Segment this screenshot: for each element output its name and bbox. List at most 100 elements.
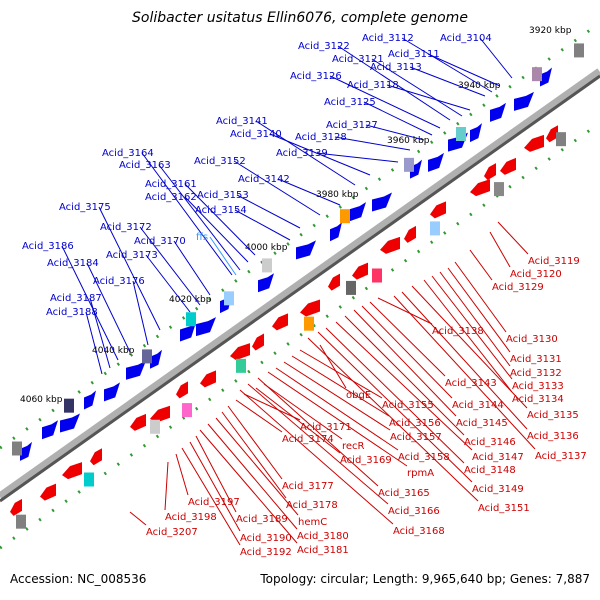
reverse-gene-label[interactable]: Acid_3120 (510, 269, 562, 280)
topology-text: Topology: circular; Length: 9,965,640 bp… (260, 572, 590, 586)
reverse-gene-label[interactable]: Acid_3135 (527, 410, 579, 421)
forward-leader-line (334, 136, 411, 151)
reverse-gene-label[interactable]: Acid_3189 (236, 514, 288, 525)
reverse-gene-arrow (430, 201, 446, 219)
forward-leader-line (386, 84, 471, 111)
reverse-leader-line (469, 249, 493, 281)
forward-gene-label[interactable]: Acid_3162 (145, 192, 197, 203)
forward-gene-label[interactable]: Acid_3153 (197, 190, 249, 201)
forward-gene-label[interactable]: Acid_3140 (230, 129, 282, 140)
reverse-gene-label[interactable]: Acid_3144 (452, 400, 504, 411)
reverse-gene-label[interactable]: Acid_3157 (390, 432, 442, 443)
gene-box (404, 157, 414, 172)
forward-gene-label[interactable]: Acid_3164 (102, 148, 154, 159)
reverse-gene-label[interactable]: Acid_3130 (506, 334, 558, 345)
forward-gene-label[interactable]: Acid_3172 (100, 222, 152, 233)
forward-gene-label[interactable]: Acid_3118 (347, 80, 399, 91)
reverse-gene-label[interactable]: Acid_3169 (340, 455, 392, 466)
reverse-gene-label[interactable]: Acid_3192 (240, 547, 292, 558)
forward-gene-label[interactable]: Acid_3121 (332, 54, 384, 65)
forward-leader-line (409, 66, 486, 97)
forward-gene-label[interactable]: Acid_3104 (440, 33, 492, 44)
forward-gene-label[interactable]: Acid_3170 (134, 236, 186, 247)
reverse-gene-label[interactable]: Acid_3197 (188, 497, 240, 508)
gene-box (262, 258, 272, 273)
gene-box (340, 209, 350, 224)
forward-leader-line (315, 152, 399, 163)
reverse-gene-label[interactable]: Acid_3165 (378, 488, 430, 499)
reverse-gene-label[interactable]: Acid_3168 (393, 526, 445, 537)
reverse-gene-label[interactable]: Acid_3134 (512, 394, 564, 405)
reverse-gene-label[interactable]: Acid_3198 (165, 512, 217, 523)
forward-gene-label[interactable]: Acid_3113 (370, 62, 422, 73)
forward-gene-label[interactable]: Acid_3187 (50, 293, 102, 304)
forward-gene-arrow (104, 382, 120, 402)
forward-gene-label[interactable]: Acid_3128 (295, 132, 347, 143)
reverse-gene-label[interactable]: Acid_3129 (492, 282, 544, 293)
reverse-gene-label[interactable]: Acid_3190 (240, 533, 292, 544)
forward-gene-label[interactable]: Acid_3111 (388, 49, 440, 60)
kbp-tick-label: 4000 kbp (245, 243, 288, 253)
reverse-gene-label[interactable]: Acid_3158 (398, 452, 450, 463)
forward-gene-label[interactable]: Acid_3125 (324, 97, 376, 108)
reverse-gene-label[interactable]: obgE (346, 390, 371, 401)
forward-gene-label[interactable]: Acid_3112 (362, 33, 414, 44)
forward-gene-label[interactable]: Acid_3127 (326, 120, 378, 131)
reverse-gene-label[interactable]: Acid_3132 (510, 368, 562, 379)
reverse-gene-label[interactable]: Acid_3137 (535, 451, 587, 462)
kbp-tick-label: 3960 kbp (387, 136, 430, 146)
reverse-gene-label[interactable]: Acid_3207 (146, 527, 198, 538)
kbp-tick-label: 3980 kbp (316, 190, 359, 200)
reverse-gene-label[interactable]: Acid_3131 (510, 354, 562, 365)
gene-box (556, 132, 566, 147)
reverse-gene-label[interactable]: Acid_3136 (527, 431, 579, 442)
forward-gene-arrow (296, 240, 316, 260)
forward-gene-arrow (428, 152, 444, 172)
reverse-gene-label[interactable]: Acid_3166 (388, 506, 440, 517)
reverse-gene-label[interactable]: recR (342, 441, 365, 452)
forward-gene-label[interactable]: Acid_3141 (216, 116, 268, 127)
gene-box (186, 312, 196, 327)
reverse-gene-label[interactable]: hemC (298, 517, 327, 528)
forward-gene-label[interactable]: Acid_3142 (238, 174, 290, 185)
reverse-gene-arrow (200, 370, 216, 388)
forward-gene-label[interactable]: Acid_3184 (47, 258, 99, 269)
reverse-gene-label[interactable]: Acid_3156 (389, 418, 441, 429)
forward-gene-label[interactable]: Acid_3173 (106, 250, 158, 261)
rna-gene-label[interactable]: ffs (196, 232, 208, 243)
reverse-gene-label[interactable]: Acid_3143 (445, 378, 497, 389)
reverse-gene-label[interactable]: Acid_3149 (472, 484, 524, 495)
forward-gene-label[interactable]: Acid_3175 (59, 202, 111, 213)
reverse-leader-line (369, 301, 446, 377)
reverse-gene-label[interactable]: Acid_3178 (286, 500, 338, 511)
reverse-gene-label[interactable]: rpmA (407, 468, 434, 479)
reverse-gene-label[interactable]: Acid_3119 (528, 256, 580, 267)
kbp-tick-label: 4060 kbp (20, 395, 63, 405)
reverse-gene-label[interactable]: Acid_3155 (382, 400, 434, 411)
reverse-gene-label[interactable]: Acid_3148 (464, 465, 516, 476)
forward-gene-label[interactable]: Acid_3154 (195, 205, 247, 216)
forward-gene-label[interactable]: Acid_3139 (276, 148, 328, 159)
forward-gene-label[interactable]: Acid_3122 (298, 41, 350, 52)
reverse-gene-label[interactable]: Acid_3151 (478, 503, 530, 514)
reverse-gene-label[interactable]: Acid_3145 (456, 418, 508, 429)
forward-gene-label[interactable]: Acid_3186 (22, 241, 74, 252)
forward-gene-label[interactable]: Acid_3161 (145, 179, 197, 190)
reverse-gene-label[interactable]: Acid_3181 (297, 545, 349, 556)
forward-leader-line (234, 209, 291, 241)
forward-gene-label[interactable]: Acid_3152 (194, 156, 246, 167)
reverse-gene-label[interactable]: Acid_3138 (432, 326, 484, 337)
reverse-gene-label[interactable]: Acid_3177 (282, 481, 334, 492)
forward-gene-label[interactable]: Acid_3176 (93, 276, 145, 287)
forward-leader-line (277, 178, 341, 206)
reverse-gene-label[interactable]: Acid_3147 (472, 452, 524, 463)
reverse-gene-label[interactable]: Acid_3174 (282, 434, 334, 445)
reverse-gene-label[interactable]: Acid_3180 (297, 531, 349, 542)
forward-gene-label[interactable]: Acid_3188 (46, 307, 98, 318)
reverse-gene-label[interactable]: Acid_3133 (512, 381, 564, 392)
reverse-gene-label[interactable]: Acid_3146 (464, 437, 516, 448)
reverse-gene-label[interactable]: Acid_3171 (300, 422, 352, 433)
reverse-leader-line (189, 441, 241, 532)
forward-gene-label[interactable]: Acid_3126 (290, 71, 342, 82)
forward-gene-label[interactable]: Acid_3163 (119, 160, 171, 171)
